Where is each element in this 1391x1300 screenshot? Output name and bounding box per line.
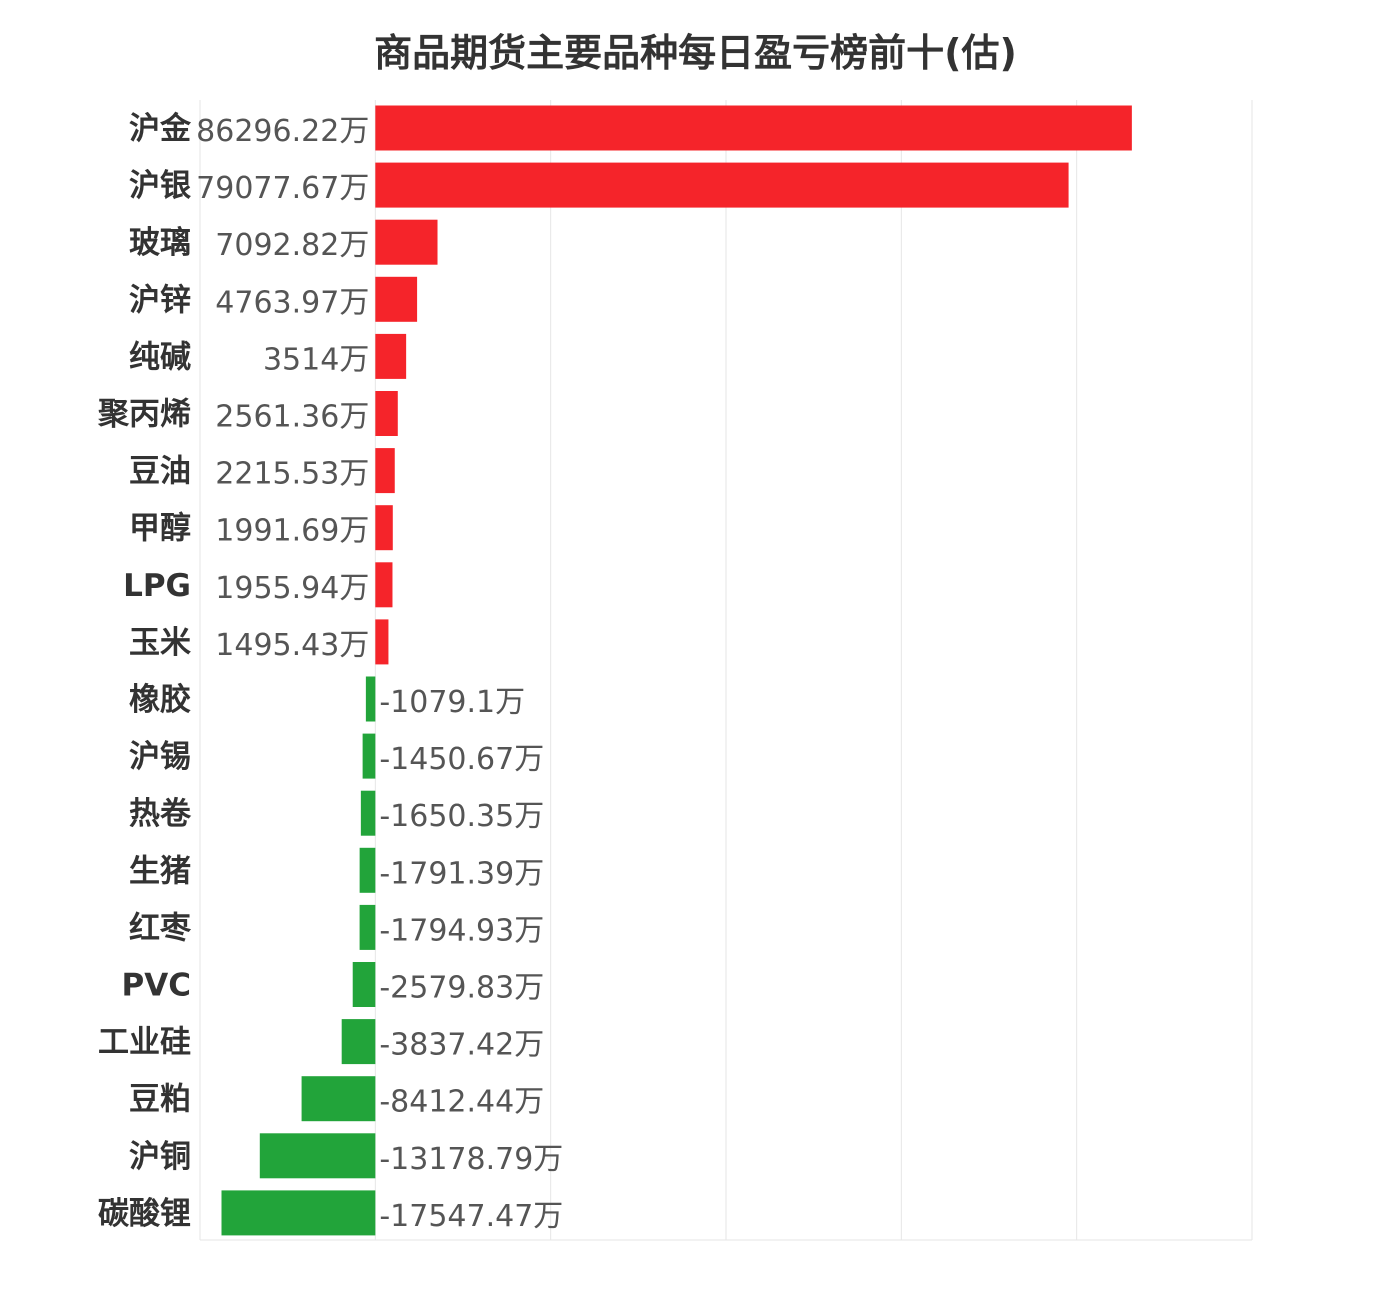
data-label: 1495.43万 (215, 628, 369, 663)
category-label: 玉米 (129, 625, 191, 661)
category-label: 沪锌 (129, 282, 191, 318)
category-label: 工业硅 (98, 1025, 191, 1061)
category-label: 豆粕 (129, 1082, 191, 1118)
data-label: -1450.67万 (379, 742, 544, 777)
category-label: 碳酸锂 (98, 1196, 191, 1232)
bar (359, 847, 376, 893)
category-label: 聚丙烯 (97, 397, 191, 433)
data-label: 2215.53万 (215, 457, 369, 492)
data-label: -3837.42万 (379, 1028, 544, 1063)
category-label: 橡胶 (129, 682, 191, 718)
bar (221, 1190, 376, 1236)
chart-title: 商品期货主要品种每日盈亏榜前十(估) (374, 31, 1017, 75)
category-label: 甲醇 (129, 511, 191, 547)
bar (362, 733, 376, 779)
data-label: 4763.97万 (215, 285, 369, 320)
data-label: 3514万 (263, 342, 369, 377)
data-label: 7092.82万 (215, 228, 369, 263)
bar (360, 790, 376, 836)
bar (375, 276, 418, 322)
bar (341, 1019, 376, 1065)
data-label: 86296.22万 (196, 114, 369, 149)
data-label: -2579.83万 (379, 971, 544, 1006)
category-label: 生猪 (129, 853, 191, 889)
bar (259, 1133, 376, 1179)
grid-lines (199, 100, 1253, 1241)
bar (375, 562, 393, 608)
data-label: -1650.35万 (379, 799, 544, 834)
bar (375, 162, 1069, 208)
bar (375, 448, 395, 494)
category-label: 热卷 (129, 796, 192, 832)
category-label: 沪金 (129, 111, 192, 147)
category-label: 纯碱 (129, 339, 191, 375)
data-label: 2561.36万 (215, 400, 369, 435)
category-label: 沪锡 (129, 739, 191, 775)
bar (375, 333, 407, 379)
bar (375, 219, 438, 265)
data-label: 1991.69万 (215, 514, 369, 549)
bar (359, 904, 376, 950)
data-label: -13178.79万 (379, 1142, 563, 1177)
category-label: PVC (122, 968, 191, 1004)
data-label: -1791.39万 (379, 856, 544, 891)
bar (365, 676, 376, 722)
data-label: 1955.94万 (215, 571, 369, 606)
bar (375, 619, 389, 665)
category-label: 沪铜 (129, 1139, 191, 1175)
category-label: LPG (123, 568, 191, 604)
bar (375, 105, 1132, 151)
bar (375, 391, 398, 436)
bars (221, 105, 1132, 1236)
category-label: 豆油 (129, 454, 191, 490)
category-label: 玻璃 (129, 225, 191, 261)
bar (375, 505, 393, 551)
data-label: -17547.47万 (379, 1199, 563, 1234)
bar (301, 1076, 376, 1122)
data-label: 79077.67万 (196, 171, 369, 206)
bar (352, 962, 376, 1007)
category-label: 红枣 (129, 910, 192, 946)
category-label: 沪银 (129, 168, 191, 204)
data-label: -1079.1万 (379, 685, 525, 720)
data-label: -1794.93万 (379, 913, 544, 948)
data-label: -8412.44万 (379, 1085, 544, 1120)
